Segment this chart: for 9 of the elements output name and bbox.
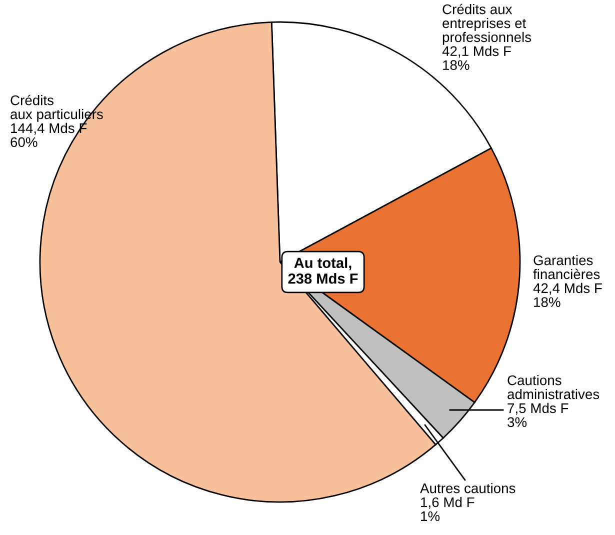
slice-label: Crédits aux entreprises et professionnels [442,4,532,45]
text: Au total, 238 Mds F [288,257,358,284]
data-label: 7,5 Mds F 3% [508,402,568,428]
slice-label: Garanties financières [533,255,600,280]
slice-label: Cautions administratives [508,375,600,400]
data-label: 42,4 Mds F 18% [533,282,602,308]
data-label: 42,1 Mds F 18% [442,46,511,70]
data-label: 1,6 Md F 1% [421,496,474,522]
slice-label: Autres cautions [420,483,516,494]
